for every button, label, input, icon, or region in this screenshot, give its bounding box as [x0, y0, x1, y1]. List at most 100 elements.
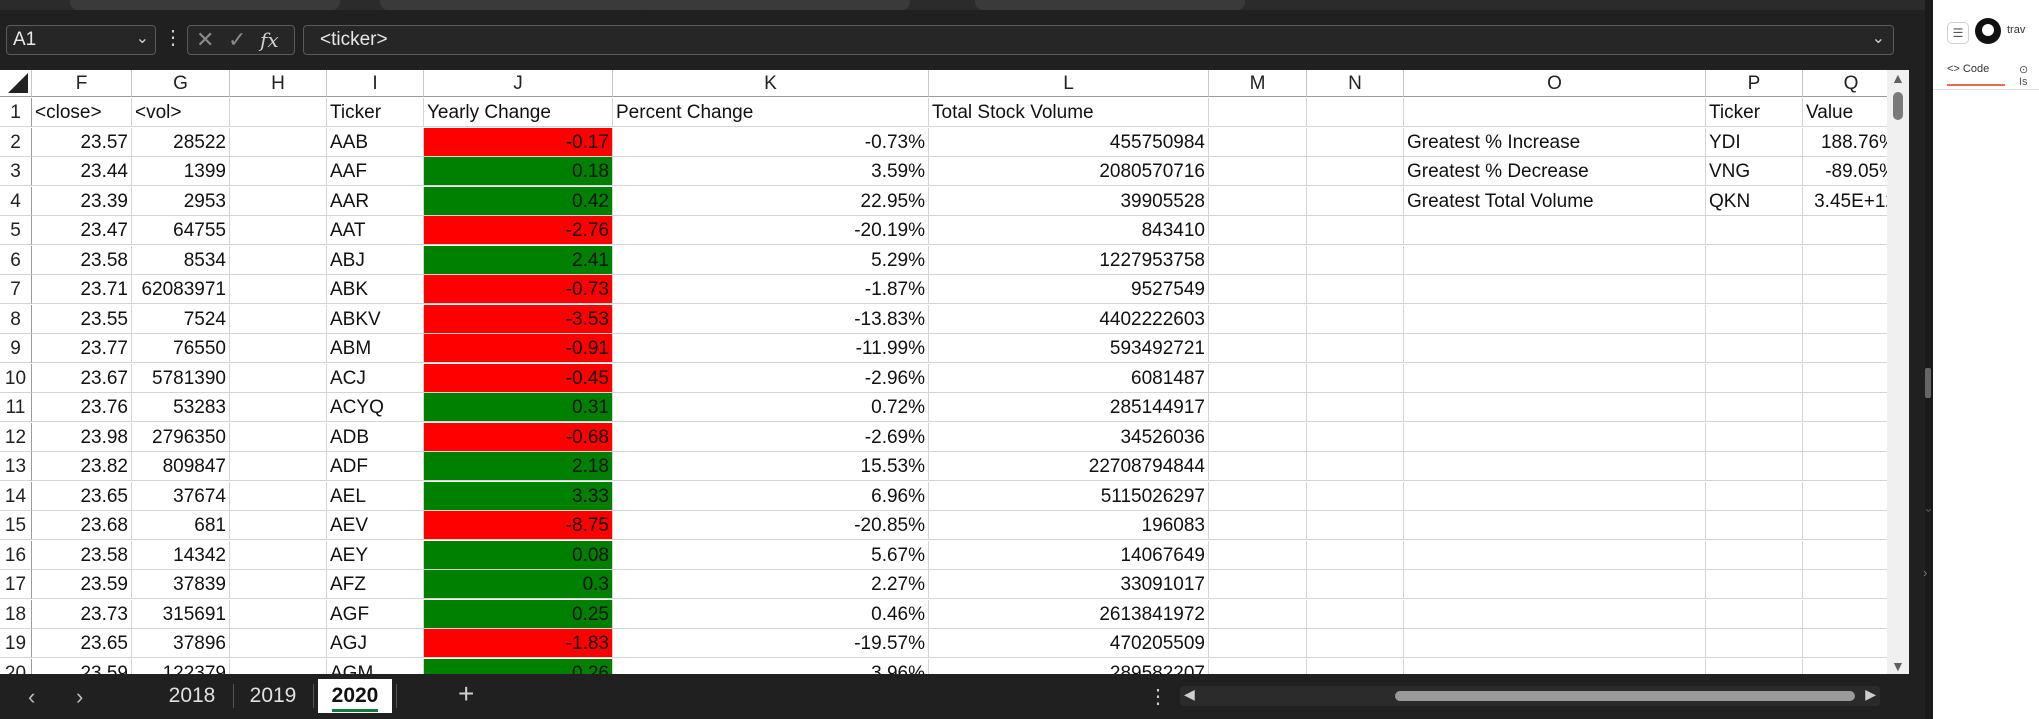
more-options-icon[interactable]: ⋮	[163, 27, 183, 49]
column-header-j[interactable]: J	[424, 70, 613, 97]
cell-j[interactable]: -3.53	[424, 304, 613, 334]
cell-q[interactable]: 3.45E+12	[1803, 186, 1900, 216]
horizontal-scrollbar[interactable]: ◀ ▶	[1180, 686, 1880, 706]
cell-j[interactable]: -0.17	[424, 127, 613, 157]
cell-h[interactable]	[230, 658, 327, 674]
cell-n[interactable]	[1307, 570, 1404, 599]
cell-g[interactable]: 7524	[132, 304, 230, 334]
cell-g[interactable]: 37839	[132, 570, 230, 599]
cell-g[interactable]: 62083971	[132, 275, 230, 304]
cell-g[interactable]: 8534	[132, 245, 230, 275]
cell-i[interactable]: ABK	[327, 275, 424, 304]
cell-h[interactable]	[230, 304, 327, 334]
issues-tab[interactable]: ⊙ Is	[2019, 63, 2039, 88]
cell-q[interactable]	[1803, 481, 1900, 511]
cell-h[interactable]	[230, 629, 327, 658]
cell-p[interactable]	[1706, 481, 1803, 511]
cell-f[interactable]: 23.44	[32, 157, 132, 186]
cell-l[interactable]: 1227953758	[929, 245, 1209, 275]
cell-i[interactable]: ACJ	[327, 363, 424, 393]
cell-o[interactable]	[1404, 658, 1706, 674]
column-header-m[interactable]: M	[1209, 70, 1307, 97]
cell-i[interactable]: AAF	[327, 157, 424, 186]
row-header[interactable]: 13	[0, 452, 32, 481]
cell-f[interactable]: 23.76	[32, 393, 132, 422]
row-header[interactable]: 16	[0, 540, 32, 570]
cell-m[interactable]	[1209, 658, 1307, 674]
cell-q[interactable]	[1803, 334, 1900, 363]
cell-h[interactable]	[230, 599, 327, 629]
cell-l[interactable]: 289582207	[929, 658, 1209, 674]
cell-g[interactable]: 53283	[132, 393, 230, 422]
cell-n[interactable]	[1307, 393, 1404, 422]
cell-m[interactable]	[1209, 127, 1307, 157]
chevron-down-icon[interactable]: ⌄	[135, 30, 149, 47]
cell-m[interactable]	[1209, 304, 1307, 334]
cell-f[interactable]: 23.82	[32, 452, 132, 481]
cell-j[interactable]: -1.83	[424, 629, 613, 658]
cell-k[interactable]: 2.27%	[613, 570, 929, 599]
cell-k[interactable]: 6.96%	[613, 481, 929, 511]
cell-o[interactable]	[1404, 334, 1706, 363]
cell-m[interactable]	[1209, 275, 1307, 304]
column-header-k[interactable]: K	[613, 70, 929, 97]
cell-k[interactable]: -0.73%	[613, 127, 929, 157]
cell-f[interactable]: <close>	[32, 98, 132, 127]
cell-h[interactable]	[230, 363, 327, 393]
cell-m[interactable]	[1209, 570, 1307, 599]
cell-o[interactable]	[1404, 511, 1706, 540]
cell-g[interactable]: 1399	[132, 157, 230, 186]
cell-k[interactable]: -19.57%	[613, 629, 929, 658]
cell-n[interactable]	[1307, 157, 1404, 186]
cell-o[interactable]	[1404, 363, 1706, 393]
scroll-down-icon[interactable]: ▼	[1891, 658, 1905, 674]
horizontal-scroll-thumb[interactable]	[1395, 691, 1855, 701]
cell-j[interactable]: -0.91	[424, 334, 613, 363]
cell-i[interactable]: AAR	[327, 186, 424, 216]
add-sheet-button[interactable]: +	[458, 678, 475, 709]
cell-i[interactable]: AFZ	[327, 570, 424, 599]
cell-q[interactable]	[1803, 393, 1900, 422]
cell-h[interactable]	[230, 245, 327, 275]
repo-owner-text[interactable]: trav	[2007, 24, 2026, 36]
row-header[interactable]: 7	[0, 275, 32, 304]
sheet-tab-2020[interactable]: 2020	[318, 679, 392, 713]
cell-f[interactable]: 23.71	[32, 275, 132, 304]
cell-o[interactable]	[1404, 98, 1706, 127]
vertical-scroll-thumb[interactable]	[1893, 92, 1903, 120]
cell-p[interactable]	[1706, 363, 1803, 393]
cell-l[interactable]: 196083	[929, 511, 1209, 540]
cell-k[interactable]: 15.53%	[613, 452, 929, 481]
cell-f[interactable]: 23.58	[32, 540, 132, 570]
cell-f[interactable]: 23.77	[32, 334, 132, 363]
cell-i[interactable]: AGF	[327, 599, 424, 629]
cell-l[interactable]: 470205509	[929, 629, 1209, 658]
cell-n[interactable]	[1307, 540, 1404, 570]
cell-j[interactable]: Yearly Change	[424, 98, 613, 127]
cell-o[interactable]	[1404, 393, 1706, 422]
row-header[interactable]: 3	[0, 157, 32, 186]
ribbon-group-addins[interactable]: Add-ins	[380, 0, 650, 10]
column-header-g[interactable]: G	[132, 70, 230, 97]
cell-q[interactable]: -89.05%	[1803, 157, 1900, 186]
cell-g[interactable]: 28522	[132, 127, 230, 157]
cell-g[interactable]: <vol>	[132, 98, 230, 127]
cell-m[interactable]	[1209, 511, 1307, 540]
cell-l[interactable]: 843410	[929, 216, 1209, 245]
cell-g[interactable]: 122379	[132, 658, 230, 674]
cell-o[interactable]	[1404, 216, 1706, 245]
column-header-q[interactable]: Q	[1803, 70, 1900, 97]
cell-f[interactable]: 23.47	[32, 216, 132, 245]
cell-j[interactable]: -8.75	[424, 511, 613, 540]
cell-h[interactable]	[230, 481, 327, 511]
cell-m[interactable]	[1209, 599, 1307, 629]
cell-j[interactable]: 3.33	[424, 481, 613, 511]
cell-o[interactable]	[1404, 422, 1706, 452]
side-scroll-mark[interactable]	[1925, 368, 1931, 398]
cell-h[interactable]	[230, 570, 327, 599]
cell-h[interactable]	[230, 334, 327, 363]
cell-f[interactable]: 23.65	[32, 629, 132, 658]
column-header-h[interactable]: H	[230, 70, 327, 97]
cell-p[interactable]	[1706, 599, 1803, 629]
cell-i[interactable]: AAB	[327, 127, 424, 157]
